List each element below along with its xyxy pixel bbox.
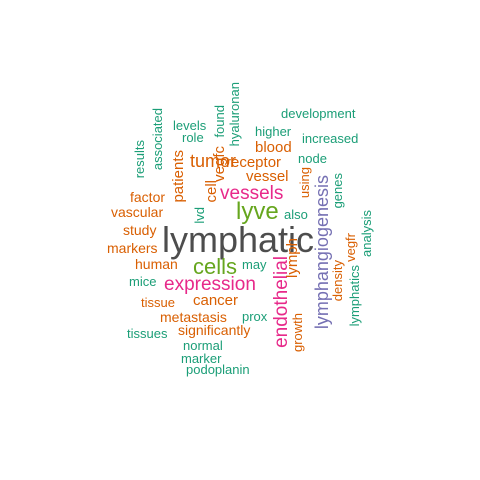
word-prox: prox xyxy=(242,309,268,324)
word-node: node xyxy=(298,151,327,166)
word-mice: mice xyxy=(129,274,157,289)
word-expression: expression xyxy=(164,274,256,295)
word-analysis: analysis xyxy=(359,210,374,257)
word-higher: higher xyxy=(255,124,292,139)
word-hyaluronan: hyaluronan xyxy=(227,82,242,147)
word-significantly: significantly xyxy=(178,322,251,338)
word-lymph: lymph xyxy=(284,238,301,279)
word-development: development xyxy=(281,106,356,121)
word-lymphatics: lymphatics xyxy=(347,265,362,327)
word-study: study xyxy=(123,222,157,238)
word-normal: normal xyxy=(183,338,223,353)
word-tissue: tissue xyxy=(141,295,175,310)
word-podoplanin: podoplanin xyxy=(186,362,250,377)
word-vessels: vessels xyxy=(220,183,284,204)
word-may: may xyxy=(242,257,267,272)
word-marker: marker xyxy=(181,351,222,366)
word-cell: cell xyxy=(203,180,220,203)
word-lymphangiogenesis: lymphangiogenesis xyxy=(312,175,332,330)
word-found: found xyxy=(212,105,227,138)
word-results: results xyxy=(132,140,147,179)
word-lymphatic: lymphatic xyxy=(162,219,315,260)
word-vessel: vessel xyxy=(246,168,289,185)
word-role: role xyxy=(182,130,204,145)
word-patients: patients xyxy=(170,150,187,203)
word-markers: markers xyxy=(107,240,158,256)
word-genes: genes xyxy=(330,173,345,209)
word-associated: associated xyxy=(150,108,165,171)
word-growth: growth xyxy=(290,313,305,353)
word-receptor: receptor xyxy=(226,154,282,171)
word-lvd: lvd xyxy=(192,207,207,224)
word-tumor: tumor xyxy=(190,151,237,171)
word-also: also xyxy=(284,207,308,222)
word-factor: factor xyxy=(130,189,166,205)
word-vegfc: vegfc xyxy=(211,146,228,182)
word-cells: cells xyxy=(193,254,238,279)
word-blood: blood xyxy=(255,139,292,156)
word-vascular: vascular xyxy=(111,204,164,220)
word-vegfr: vegfr xyxy=(343,233,358,262)
word-metastasis: metastasis xyxy=(160,309,227,325)
word-levels: levels xyxy=(173,118,207,133)
word-cancer: cancer xyxy=(193,292,239,309)
word-tissues: tissues xyxy=(127,326,168,341)
word-human: human xyxy=(135,256,178,272)
word-density: density xyxy=(330,260,345,302)
word-increased: increased xyxy=(302,131,359,146)
word-lyve: lyve xyxy=(236,198,279,225)
word-using: using xyxy=(297,167,312,199)
